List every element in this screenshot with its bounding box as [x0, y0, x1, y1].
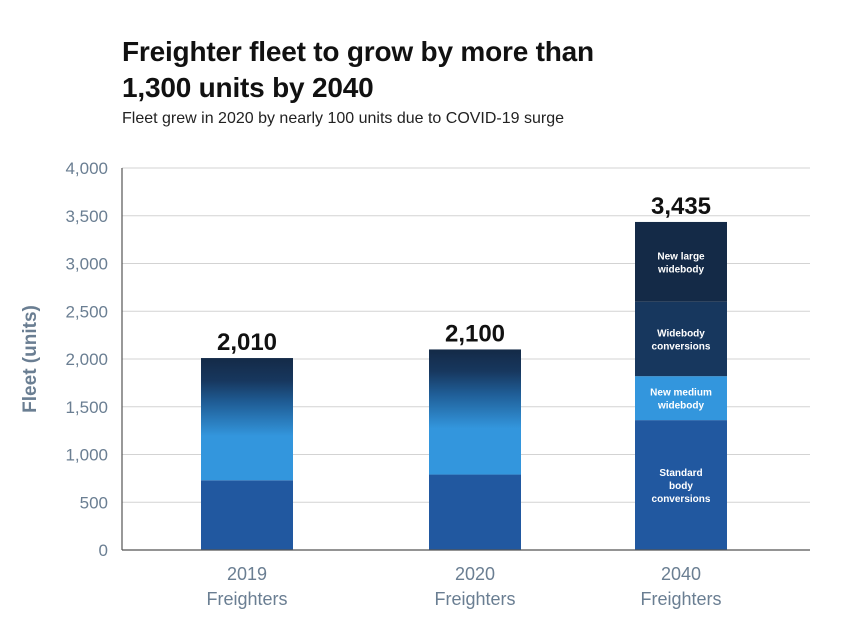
x-tick-label-sub: Freighters: [206, 589, 287, 609]
segment-label: Widebody: [657, 328, 705, 339]
x-tick-label-sub: Freighters: [434, 589, 515, 609]
bar-segment-new-medium-widebody: [635, 376, 727, 421]
segment-label: body: [669, 481, 693, 492]
labels: 0 500 1,000 1,500 2,000 2,500 3,000 3,500 4,000 F…: [20, 159, 722, 609]
x-tick-label-sub: Freighters: [640, 589, 721, 609]
segment-label: conversions: [652, 494, 711, 505]
segment-label: New medium: [650, 388, 712, 399]
segment-label: widebody: [657, 264, 705, 275]
bar-segment-new-large-widebody: [635, 221, 727, 302]
y-tick-label: 500: [80, 493, 108, 512]
y-tick-label: 2,000: [65, 350, 108, 369]
bar-segment-standard-body-conversions: [201, 480, 293, 550]
x-tick-label: 2019: [227, 564, 267, 584]
x-tick-label: 2020: [455, 564, 495, 584]
bar-segment-widebody-blend: [201, 358, 293, 481]
segment-label: New large: [657, 251, 705, 262]
axes: [121, 168, 810, 551]
y-tick-label: 3,000: [65, 255, 108, 274]
segment-label: conversions: [652, 341, 711, 352]
bar-segment-widebody-conversions: [635, 301, 727, 377]
chart-subtitle: Fleet grew in 2020 by nearly 100 units d…: [122, 110, 565, 127]
y-tick-label: 0: [99, 541, 108, 560]
bar-segment-standard-body-conversions: [429, 474, 521, 550]
bar-total-label: 3,435: [651, 193, 711, 220]
y-axis-label: Fleet (units): [20, 305, 41, 413]
y-tick-label: 3,500: [65, 207, 108, 226]
bar-segment-widebody-blend: [429, 349, 521, 475]
y-tick-label: 1,000: [65, 446, 108, 465]
bars: [201, 221, 727, 550]
bar-total-label: 2,100: [445, 320, 505, 347]
bar-segment-standard-body-conversions: [635, 420, 727, 550]
y-tick-label: 2,500: [65, 302, 108, 321]
y-tick-label: 4,000: [65, 159, 108, 178]
chart-title: Freighter fleet to grow by more than 1,3…: [122, 36, 594, 103]
bar-total-label: 2,010: [217, 329, 277, 356]
x-tick-label: 2040: [661, 564, 701, 584]
y-tick-label: 1,500: [65, 398, 108, 417]
segment-label: Standard: [659, 468, 702, 479]
segment-label: widebody: [657, 401, 705, 412]
